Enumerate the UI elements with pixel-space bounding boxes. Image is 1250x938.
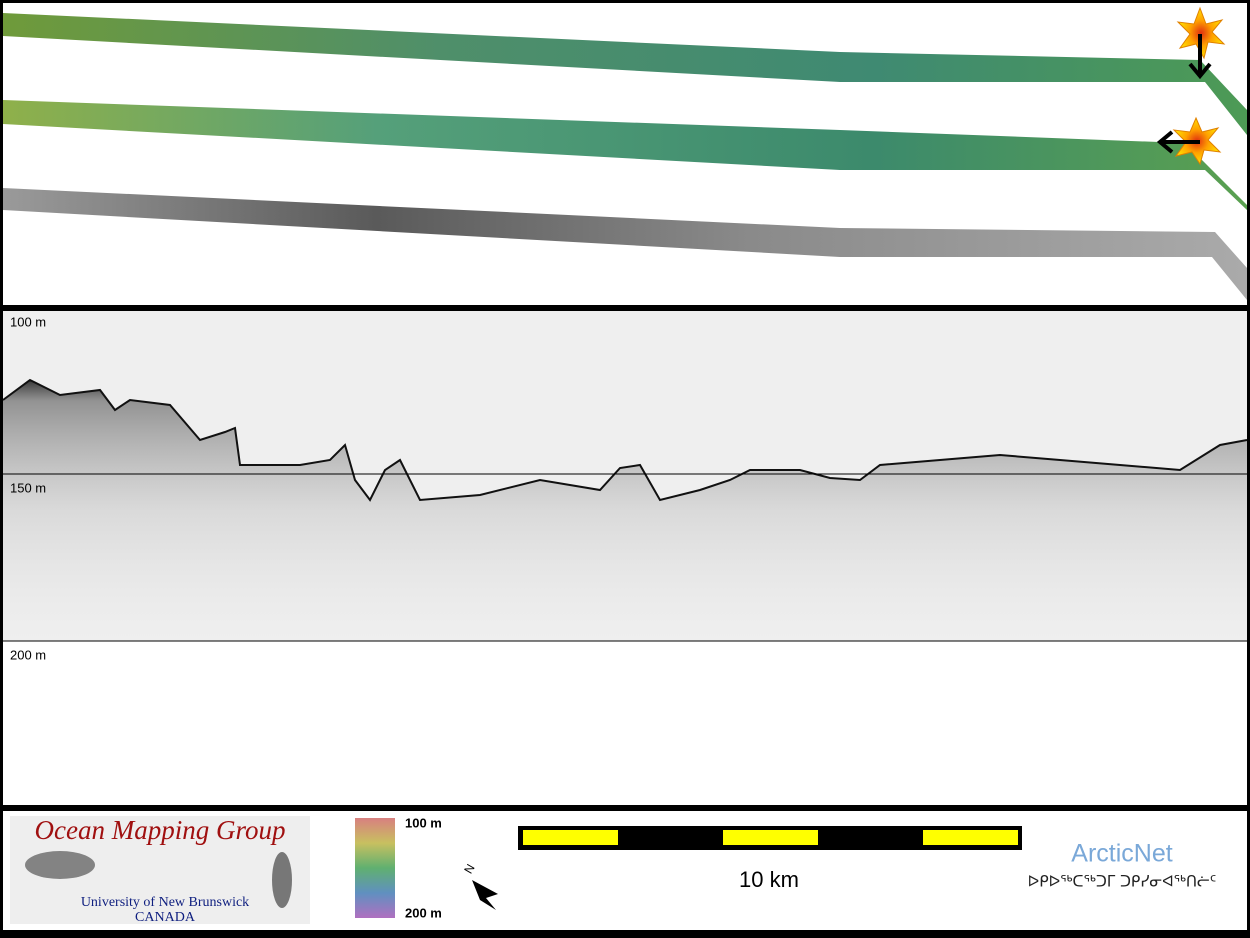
logo-line: CANADA bbox=[135, 910, 196, 925]
colorbar-label: 200 m bbox=[405, 905, 442, 920]
swath-2 bbox=[3, 100, 1247, 210]
logo-title: Ocean Mapping Group bbox=[35, 815, 286, 845]
ogm-logo: Ocean Mapping Group University of New Br… bbox=[10, 815, 310, 925]
depth-label: 100 m bbox=[10, 314, 46, 329]
seafloor-echo bbox=[3, 380, 1247, 641]
colorbar-label: 100 m bbox=[405, 815, 442, 830]
marker-2 bbox=[1156, 116, 1222, 166]
swath-3 bbox=[3, 188, 1247, 300]
depth-label: 200 m bbox=[10, 647, 46, 662]
scale-label: 10 km bbox=[739, 867, 799, 892]
arcticnet-name: ArcticNet bbox=[1071, 840, 1172, 868]
colorbar bbox=[355, 818, 395, 918]
marker-1 bbox=[1176, 6, 1226, 80]
depth-label: 150 m bbox=[10, 480, 46, 495]
seafloor-line bbox=[2, 378, 1248, 502]
arcticnet-syllabics: ᐅᑭᐅᖅᑕᖅᑐᒥ ᑐᑭᓯᓂᐊᖅᑎᓖᑦ bbox=[1028, 873, 1217, 891]
scale-bar bbox=[518, 826, 1022, 850]
swath-1 bbox=[3, 13, 1247, 135]
logo-line: University of New Brunswick bbox=[81, 895, 249, 910]
profile-lower bbox=[3, 641, 1247, 805]
